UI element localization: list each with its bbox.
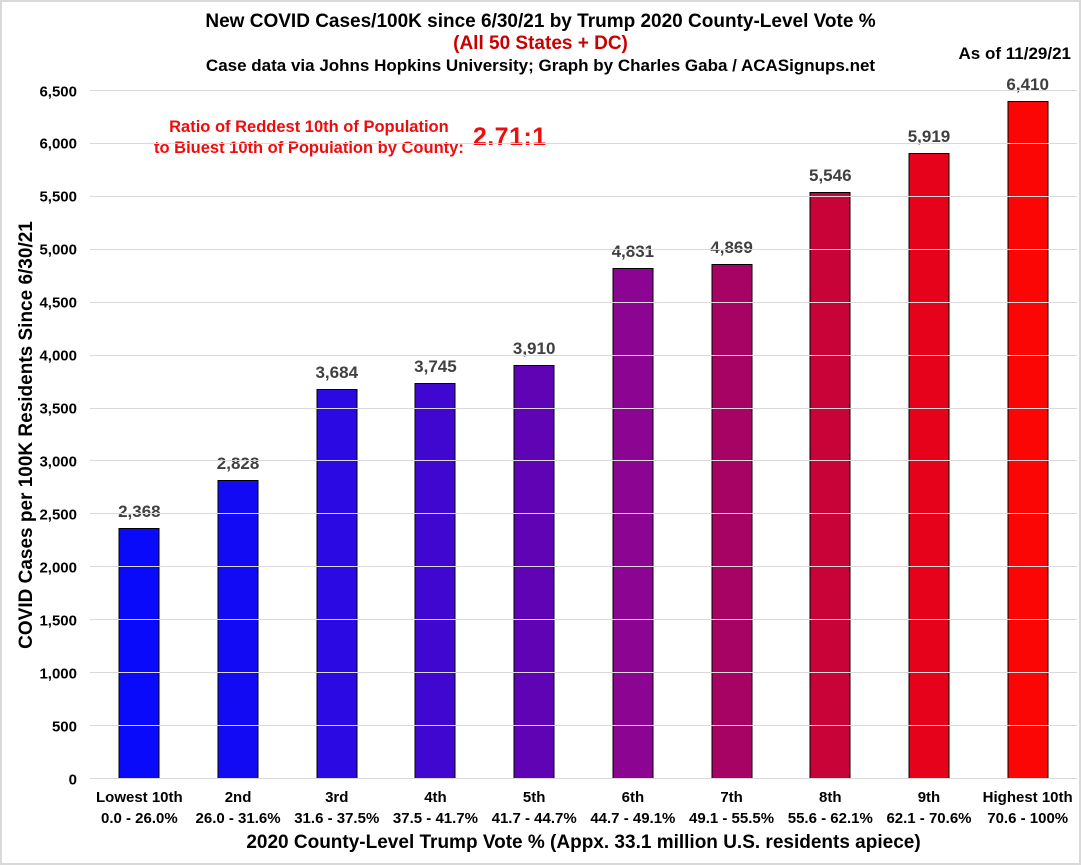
bar-value-label: 5,919	[907, 126, 951, 146]
bar-5th	[513, 365, 555, 779]
bar-slot: 6,410	[978, 75, 1077, 779]
bar-value-label: 4,869	[710, 237, 753, 257]
bar-2nd	[217, 479, 259, 779]
bar-slot: 3,910	[485, 91, 584, 779]
x-tick-range: 55.6 - 62.1%	[787, 809, 873, 827]
x-tick-range: 0.0 - 26.0%	[100, 809, 178, 827]
x-tick-label: 4th 37.5 - 41.7%	[386, 788, 485, 829]
gridline-1,500	[90, 619, 1077, 621]
bar-slot: 4,831	[584, 91, 683, 779]
bar-value-label: 3,910	[512, 339, 556, 359]
x-tick-category: 7th	[720, 789, 743, 806]
gridline-6,500	[90, 90, 1077, 91]
chart-attribution: Case data via Johns Hopkins University; …	[205, 56, 876, 75]
gridline-5,500	[90, 195, 1077, 197]
gridline-6,000	[90, 142, 1077, 144]
x-tick-category: Highest 10th	[982, 789, 1073, 806]
gridline-5,000	[90, 248, 1077, 250]
gridline-2,500	[90, 513, 1077, 515]
chart-subtitle: (All 50 States + DC)	[453, 33, 628, 54]
x-axis-title: 2020 County-Level Trump Vote % (Appx. 33…	[246, 832, 921, 853]
bar-8th	[809, 191, 851, 779]
x-tick-label: 8th 55.6 - 62.1%	[781, 788, 880, 829]
y-tick-label: 1,000	[39, 665, 77, 683]
x-tick-category: Lowest 10th	[96, 789, 183, 806]
y-axis-title: COVID Cases per 100K Residents Since 6/3…	[16, 221, 37, 649]
x-tick-label: Highest 10th 70.6 - 100%	[978, 788, 1077, 829]
x-tick-category: 5th	[522, 789, 546, 806]
bar-value-label: 6,410	[1006, 74, 1049, 94]
gridline-3,500	[90, 407, 1077, 409]
bars-container: 2,368 2,828 3,684 3,745 3,910 4,831 4,869 5,546…	[90, 75, 1077, 779]
x-tick-label: 7th 49.1 - 55.5%	[682, 788, 781, 829]
bar-value-label: 2,828	[216, 453, 260, 473]
x-tick-label: 3rd 31.6 - 37.5%	[287, 788, 386, 829]
y-tick-label: 6,000	[39, 135, 77, 153]
bar-value-label: 3,684	[315, 363, 359, 383]
x-tick-label: 9th 62.1 - 70.6%	[880, 788, 979, 829]
bar-highest-10th	[1007, 100, 1049, 779]
gridline-2,000	[90, 566, 1077, 568]
x-tick-label: 5th 41.7 - 44.7%	[485, 788, 584, 829]
gridline-500	[90, 725, 1077, 727]
y-tick-label: 5,000	[39, 241, 77, 259]
bar-value-label: 5,546	[808, 165, 852, 185]
x-tick-category: 6th	[621, 789, 645, 806]
bar-value-label: 4,831	[611, 241, 655, 261]
x-tick-category: 4th	[424, 789, 447, 806]
bar-7th	[711, 263, 753, 779]
bar-6th	[612, 267, 654, 779]
plot-area: 2,368 2,828 3,684 3,745 3,910 4,831 4,869 5,546…	[39, 75, 1077, 788]
bar-9th	[908, 152, 950, 779]
y-tick-label: 3,500	[39, 400, 77, 418]
x-tick-category: 2nd	[224, 789, 252, 806]
bar-slot: 3,745	[386, 91, 485, 779]
ratio-value: 2.71:1	[472, 123, 547, 152]
x-tick-range: 31.6 - 37.5%	[294, 809, 380, 827]
y-tick-label: 1,500	[39, 612, 77, 630]
gridline-4,500	[90, 301, 1077, 303]
y-tick-label: 0	[68, 771, 77, 788]
x-tick-range: 26.0 - 31.6%	[195, 809, 281, 827]
bar-slot: 2,368	[90, 91, 189, 779]
y-tick-label: 2,500	[39, 506, 77, 524]
gridline-4,000	[90, 354, 1077, 356]
bar-slot: 3,684	[287, 91, 386, 779]
x-tick-label: 6th 44.7 - 49.1%	[584, 788, 683, 829]
x-tick-range: 41.7 - 44.7%	[491, 809, 577, 827]
x-tick-category: 3rd	[325, 789, 349, 806]
bar-slot: 5,919	[880, 91, 979, 779]
bar-slot: 5,546	[781, 91, 880, 779]
y-tick-label: 4,000	[39, 347, 77, 365]
gridline-1,000	[90, 672, 1077, 674]
y-tick-label: 5,500	[39, 188, 77, 206]
bar-slot: 2,828	[189, 91, 288, 779]
as-of-date: As of 11/29/21	[958, 44, 1071, 63]
x-tick-range: 49.1 - 55.5%	[689, 809, 775, 827]
x-tick-range: 70.6 - 100%	[987, 809, 1069, 827]
bar-4th	[414, 382, 456, 779]
bar-slot: 4,869	[682, 91, 781, 779]
x-tick-range: 44.7 - 49.1%	[590, 809, 676, 827]
x-tick-label: 2nd 26.0 - 31.6%	[189, 788, 288, 829]
gridline-3,000	[90, 460, 1077, 462]
chart-title: New COVID Cases/100K since 6/30/21 by Tr…	[205, 11, 876, 32]
x-axis-labels: Lowest 10th 0.0 - 26.0% 2nd 26.0 - 31.6% 3rd…	[90, 788, 1077, 829]
x-tick-range: 37.5 - 41.7%	[392, 809, 478, 827]
x-tick-category: 9th	[917, 789, 941, 806]
y-tick-label: 3,000	[39, 453, 77, 471]
gridline-0	[90, 778, 1077, 779]
x-tick-range: 62.1 - 70.6%	[886, 809, 972, 827]
y-tick-label: 2,000	[39, 559, 77, 577]
y-tick-label: 500	[51, 718, 77, 736]
x-tick-label: Lowest 10th 0.0 - 26.0%	[90, 788, 189, 829]
x-tick-category: 8th	[819, 789, 842, 806]
bar-value-label: 2,368	[118, 502, 161, 522]
y-tick-label: 6,500	[39, 83, 77, 100]
y-tick-label: 4,500	[39, 294, 77, 312]
bar-value-label: 3,745	[414, 356, 457, 376]
bar-3rd	[316, 389, 358, 779]
ratio-annotation-line1: Ratio of Reddest 10th of Population	[169, 118, 449, 136]
